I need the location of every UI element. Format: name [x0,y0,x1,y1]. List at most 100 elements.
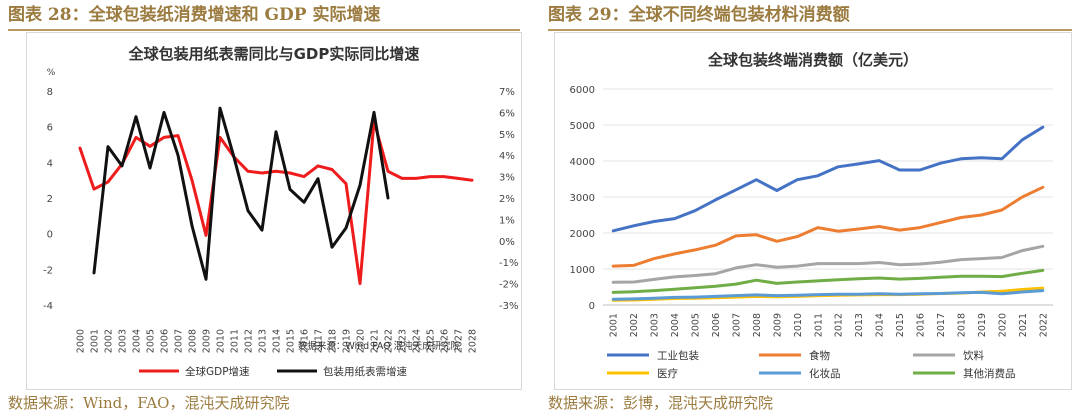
x-tick-label: 2014 [875,313,886,337]
x-tick-label: 2010 [216,329,227,353]
right-figure-source: 数据来源：彭博，混沌天成研究院 [548,394,774,412]
left-caption-rule [8,29,520,31]
x-tick-label: 2017 [936,313,947,337]
x-tick-label: 2011 [230,329,241,353]
left-figure-caption: 图表 28：全球包装纸消费增速和 GDP 实际增速 [8,5,381,25]
legend-label: 包装用纸表需增速 [323,365,407,378]
x-tick-label: 2020 [356,329,367,353]
x-tick-label: 2019 [342,329,353,353]
legend-label: 化妆品 [809,367,841,380]
x-tick-label: 2013 [258,329,269,353]
x-tick-label: 2009 [772,313,783,337]
x-tick-label: 2021 [370,329,381,353]
x-tick-label: 2013 [854,313,865,337]
x-tick-label: 2017 [314,329,325,353]
y-tick-label: 5000 [570,121,595,132]
right-y-tick-label: 7% [499,87,515,98]
right-y-tick-label: 0% [499,237,515,248]
legend-label: 其他消费品 [963,367,1016,380]
y-tick-label: 4000 [570,157,595,168]
series-line-industrial [611,125,1045,233]
legend-label: 饮料 [963,349,984,362]
x-tick-label: 2021 [1018,313,1029,337]
right-y-tick-label: 6% [499,108,515,119]
x-tick-label: 2004 [132,329,143,353]
x-tick-label: 2018 [328,329,339,353]
left-y-tick-label: 2 [47,194,53,205]
packaging-consumption-chart: 全球包装终端消费额（亿美元） 0 1000 2000 3000 4000 5000 6000 2… [570,51,1053,380]
series-line-beverage [611,244,1045,284]
x-tick-label: 2024 [412,329,423,353]
x-tick-label: 2002 [104,329,115,353]
x-tick-label: 2022 [1038,313,1049,337]
series-line-paper-demand [92,106,390,281]
series-line-cosmetics [611,289,1045,301]
x-tick-label: 2006 [711,313,722,337]
y-tick-label: 2000 [570,229,595,240]
left-y-tick-label: -4 [43,301,53,312]
left-chart-panel: 全球包装用纸表需同比与GDP实际同比增速% -4 -2 0 2 4 6 8 -3% -2% -1% 0… [26,32,522,390]
x-tick-label: 2023 [398,329,409,353]
left-y-tick-label: 6 [47,123,53,134]
y-tick-label: 1000 [570,265,595,276]
x-tick-label: 2018 [956,313,967,337]
x-tick-label: 2015 [895,313,906,337]
x-tick-label: 2009 [202,329,213,353]
x-tick-label: 2014 [272,329,283,353]
series-line-gdp [78,119,474,286]
left-y-tick-label: 4 [47,158,53,169]
x-tick-label: 2022 [384,329,395,353]
x-tick-label: 2010 [793,313,804,337]
legend-label: 工业包装 [657,349,699,362]
x-tick-label: 2012 [244,329,255,353]
right-y-tick-label: 2% [499,194,515,205]
legend-label: 食物 [809,349,830,362]
x-tick-label: 2016 [300,329,311,353]
x-tick-label: 2011 [813,313,824,337]
right-y-tick-label: -2% [499,280,518,291]
right-y-tick-label: 4% [499,151,515,162]
series-line-other-consumer [611,268,1045,294]
x-tick-label: 2001 [90,329,101,353]
x-tick-label: 2007 [731,313,742,337]
chart-title: 全球包装终端消费额（亿美元） [707,51,918,69]
left-y-tick-label: -2 [43,265,53,276]
y-tick-label: 0 [589,301,595,312]
x-tick-label: 2028 [468,329,479,353]
x-tick-label: 2012 [834,313,845,337]
right-chart-panel: 全球包装终端消费额（亿美元） 0 1000 2000 3000 4000 5000 6000 2… [554,32,1072,390]
x-tick-label: 2026 [440,329,451,353]
chart-source-note: 数据来源：Wind FAO 混沌天成研究院 [298,340,461,352]
x-tick-label: 2001 [609,313,620,337]
right-y-tick-label: -1% [499,258,518,269]
x-tick-label: 2016 [916,313,927,337]
left-y-tick-label: 0 [47,230,53,241]
y-tick-label: 3000 [570,193,595,204]
x-tick-label: 2027 [454,329,465,353]
right-y-tick-label: 1% [499,215,515,226]
x-tick-label: 2003 [650,313,661,337]
x-tick-label: 2002 [629,313,640,337]
right-y-tick-label: -3% [499,301,518,312]
series-line-food [611,185,1045,268]
x-tick-label: 2007 [174,329,185,353]
x-tick-label: 2015 [286,329,297,353]
right-figure-caption: 图表 29：全球不同终端包装材料消费额 [548,5,850,25]
x-tick-label: 2020 [997,313,1008,337]
x-tick-label: 2008 [752,313,763,337]
x-tick-label: 2008 [188,329,199,353]
legend-label: 医疗 [657,367,678,380]
x-tick-label: 2005 [146,329,157,353]
x-tick-label: 2000 [76,329,87,353]
left-figure-source: 数据来源：Wind，FAO，混沌天成研究院 [8,394,290,412]
right-caption-rule [548,29,1072,31]
right-y-tick-label: 3% [499,173,515,184]
left-y-tick-label: 8 [47,87,53,98]
gdp-paper-growth-chart: 全球包装用纸表需同比与GDP实际同比增速% -4 -2 0 2 4 6 8 -3% -2% -1% 0… [43,45,518,378]
x-tick-label: 2006 [160,329,171,353]
chart-title: 全球包装用纸表需同比与GDP实际同比增速 [128,45,420,63]
x-tick-label: 2004 [670,313,681,337]
left-axis-unit: % [47,68,56,78]
right-y-tick-label: 5% [499,130,515,141]
